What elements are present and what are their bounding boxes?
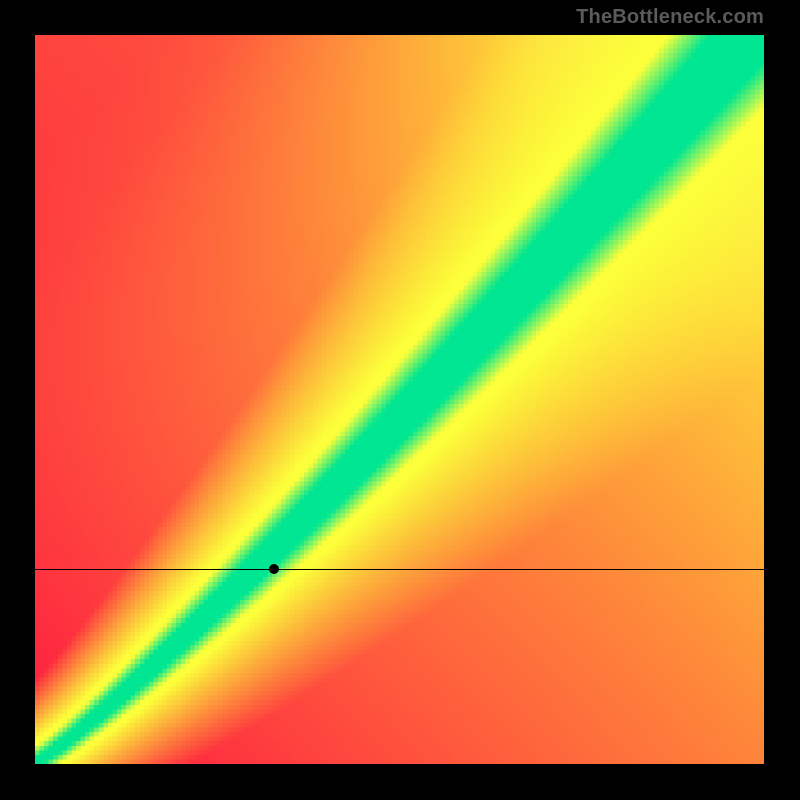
watermark-label: TheBottleneck.com (576, 6, 764, 29)
crosshair-horizontal-line (35, 569, 764, 570)
crosshair-point-marker (269, 564, 279, 574)
bottleneck-heatmap-plot (35, 35, 764, 764)
heatmap-canvas (35, 35, 764, 764)
